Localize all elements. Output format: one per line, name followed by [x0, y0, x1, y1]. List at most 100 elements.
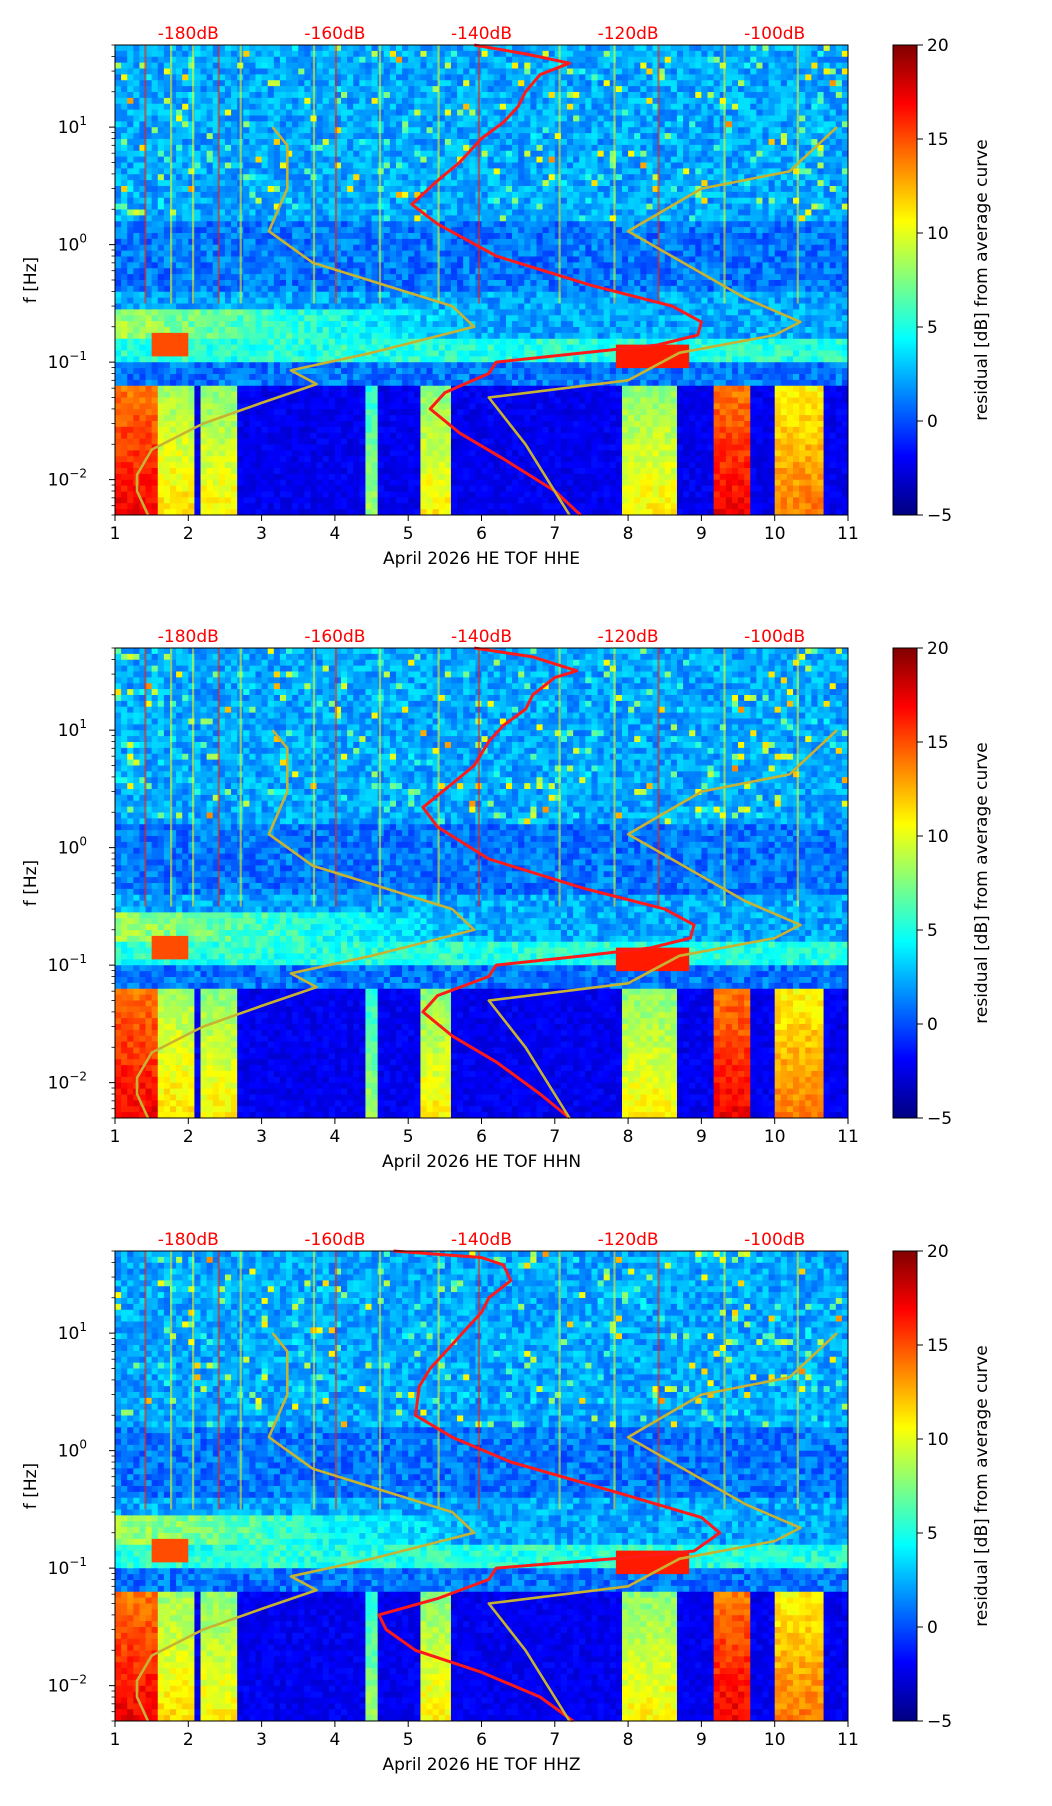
heatmap-cell	[420, 57, 427, 63]
heatmap-cell	[836, 69, 843, 75]
heatmap-cell	[579, 45, 586, 51]
heatmap-cell	[249, 74, 256, 80]
heatmap-cell	[598, 69, 605, 75]
heatmap-cell	[775, 74, 782, 80]
heatmap-cell	[744, 74, 751, 80]
heatmap-cell	[494, 80, 501, 86]
heatmap-cell	[732, 74, 739, 80]
heatmap-cell	[262, 69, 269, 75]
heatmap-cell	[127, 69, 134, 75]
heatmap-cell	[402, 69, 409, 75]
heatmap-cell	[353, 74, 360, 80]
heatmap-cell	[402, 86, 409, 92]
heatmap-cell	[622, 63, 629, 69]
heatmap-cell	[164, 92, 171, 98]
heatmap-cell	[280, 86, 287, 92]
heatmap-cell	[365, 74, 372, 80]
heatmap-cell	[341, 63, 348, 69]
heatmap-cell	[616, 86, 623, 92]
heatmap-cell	[701, 116, 708, 122]
heatmap-cell	[634, 63, 641, 69]
heatmap-cell	[292, 116, 299, 122]
heatmap-cell	[225, 69, 232, 75]
heatmap-cell	[744, 116, 751, 122]
heatmap-cell	[573, 104, 580, 110]
heatmap-cell	[573, 116, 580, 122]
heatmap-cell	[750, 104, 757, 110]
heatmap-cell	[152, 51, 159, 57]
heatmap-cell	[194, 80, 201, 86]
heatmap-cell	[543, 92, 550, 98]
heatmap-cell	[133, 92, 140, 98]
heatmap-cell	[372, 45, 379, 51]
heatmap-cell	[750, 116, 757, 122]
heatmap-cell	[115, 116, 122, 122]
heatmap-cell	[341, 110, 348, 116]
heatmap-cell	[665, 116, 672, 122]
heatmap-cell	[365, 110, 372, 116]
heatmap-cell	[194, 92, 201, 98]
heatmap-cell	[219, 98, 226, 104]
heatmap-cell	[402, 57, 409, 63]
heatmap-cell	[201, 104, 208, 110]
heatmap-cell	[591, 92, 598, 98]
heatmap-cell	[622, 116, 629, 122]
heatmap-cell	[329, 45, 336, 51]
heatmap-cell	[689, 110, 696, 116]
heatmap-cell	[359, 92, 366, 98]
heatmap-cell	[298, 86, 305, 92]
heatmap-cell	[439, 63, 446, 69]
heatmap-cell	[384, 86, 391, 92]
heatmap-cell	[775, 116, 782, 122]
heatmap-cell	[756, 57, 763, 63]
heatmap-cell	[714, 98, 721, 104]
heatmap-cell	[274, 74, 281, 80]
heatmap-cell	[274, 51, 281, 57]
heatmap-cell	[280, 63, 287, 69]
heatmap-cell	[402, 104, 409, 110]
heatmap-cell	[353, 57, 360, 63]
heatmap-cell	[640, 104, 647, 110]
heatmap-cell	[787, 57, 794, 63]
heatmap-cell	[518, 74, 525, 80]
heatmap-cell	[591, 74, 598, 80]
heatmap-cell	[280, 80, 287, 86]
heatmap-cell	[249, 51, 256, 57]
heatmap-cell	[622, 51, 629, 57]
heatmap-cell	[219, 116, 226, 122]
heatmap-cell	[634, 80, 641, 86]
heatmap-cell	[384, 104, 391, 110]
heatmap-cell	[573, 98, 580, 104]
heatmap-cell	[414, 92, 421, 98]
heatmap-cell	[451, 80, 458, 86]
heatmap-cell	[280, 45, 287, 51]
heatmap-cell	[194, 104, 201, 110]
heatmap-cell	[811, 69, 818, 75]
heatmap-cell	[158, 80, 165, 86]
heatmap-cell	[451, 57, 458, 63]
heatmap-cell	[231, 116, 238, 122]
heatmap-cell	[420, 116, 427, 122]
heatmap-cell	[402, 63, 409, 69]
heatmap-cell	[323, 110, 330, 116]
heatmap-cell	[488, 69, 495, 75]
heatmap-cell	[133, 45, 140, 51]
heatmap-cell	[775, 104, 782, 110]
heatmap-cell	[762, 110, 769, 116]
heatmap-cell	[665, 80, 672, 86]
heatmap-cell	[127, 104, 134, 110]
heatmap-cell	[708, 51, 715, 57]
heatmap-cell	[207, 116, 214, 122]
heatmap-cell	[280, 98, 287, 104]
heatmap-cell	[799, 51, 806, 57]
heatmap-cell	[640, 92, 647, 98]
heatmap-cell	[689, 98, 696, 104]
heatmap-cell	[830, 74, 837, 80]
heatmap-cell	[243, 74, 250, 80]
heatmap-cell	[243, 51, 250, 57]
heatmap-cell	[152, 69, 159, 75]
heatmap-cell	[830, 92, 837, 98]
heatmap-cell	[390, 69, 397, 75]
heatmap-cell	[494, 98, 501, 104]
heatmap-cell	[390, 80, 397, 86]
